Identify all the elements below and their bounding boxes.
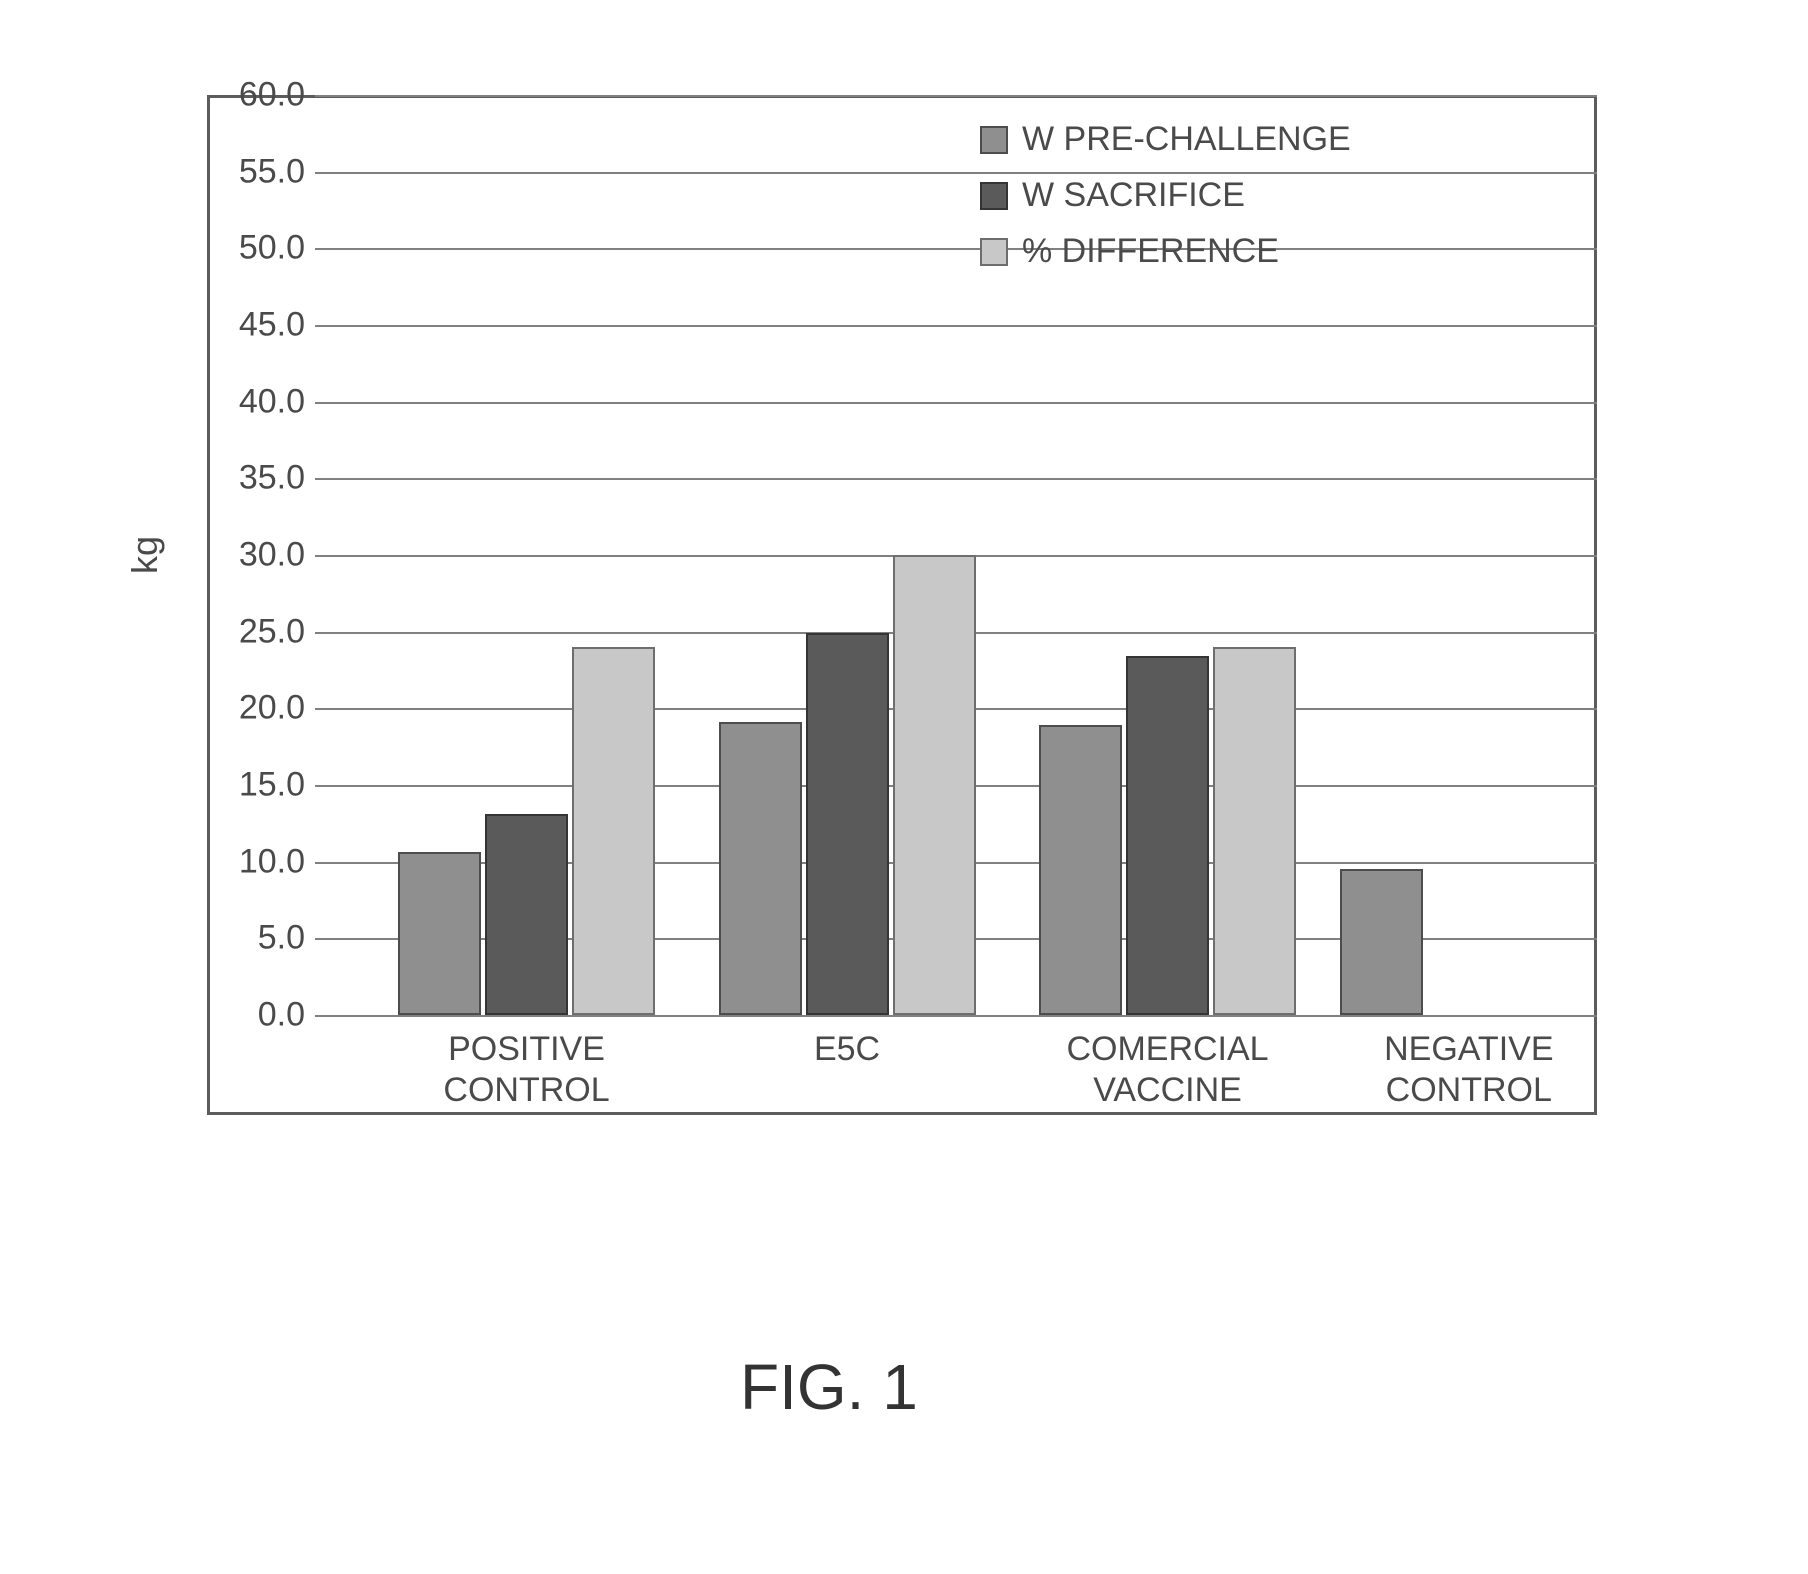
legend-swatch	[980, 126, 1008, 154]
legend-swatch	[980, 182, 1008, 210]
bar	[398, 852, 481, 1015]
legend-label: % DIFFERENCE	[1022, 232, 1279, 271]
bar	[719, 722, 802, 1015]
x-category-label: POSITIVE CONTROL	[367, 1029, 687, 1111]
y-tick-label: 10.0	[205, 842, 305, 881]
bar	[1126, 656, 1209, 1015]
gridline	[315, 402, 1597, 404]
legend-label: W SACRIFICE	[1022, 176, 1245, 215]
legend-swatch	[980, 238, 1008, 266]
gridline	[315, 248, 1597, 250]
y-tick-label: 0.0	[205, 996, 305, 1035]
y-tick-label: 35.0	[205, 459, 305, 498]
plot-area	[315, 95, 1597, 1015]
x-category-label: E5C	[687, 1029, 1007, 1070]
bar	[1213, 647, 1296, 1015]
gridline	[315, 325, 1597, 327]
gridline	[315, 478, 1597, 480]
y-tick-label: 25.0	[205, 612, 305, 651]
x-category-label: COMERCIAL VACCINE	[1008, 1029, 1328, 1111]
y-tick-label: 60.0	[205, 76, 305, 115]
gridline	[315, 95, 1597, 97]
y-tick-label: 50.0	[205, 229, 305, 268]
gridline	[315, 172, 1597, 174]
y-tick-label: 55.0	[205, 152, 305, 191]
legend-label: W PRE-CHALLENGE	[1022, 120, 1351, 159]
y-tick-label: 15.0	[205, 766, 305, 805]
y-axis-label: kg	[124, 536, 166, 574]
legend-item: % DIFFERENCE	[980, 232, 1279, 271]
legend-item: W SACRIFICE	[980, 176, 1245, 215]
bar	[485, 814, 568, 1015]
y-tick-label: 45.0	[205, 306, 305, 345]
y-tick-label: 5.0	[205, 919, 305, 958]
bar	[1039, 725, 1122, 1015]
y-tick-label: 40.0	[205, 382, 305, 421]
gridline	[315, 1015, 1597, 1017]
bar	[893, 555, 976, 1015]
x-category-label: NEGATIVE CONTROL	[1309, 1029, 1629, 1111]
y-tick-label: 20.0	[205, 689, 305, 728]
legend-item: W PRE-CHALLENGE	[980, 120, 1351, 159]
bar	[572, 647, 655, 1015]
page-root: 0.0 5.0 10.0 15.0 20.0 25.0 30.0 35.0 40.0 45.0 50…	[0, 0, 1808, 1574]
bar	[1340, 869, 1423, 1015]
y-tick-label: 30.0	[205, 536, 305, 575]
figure-caption: FIG. 1	[740, 1350, 918, 1424]
bar	[806, 633, 889, 1015]
